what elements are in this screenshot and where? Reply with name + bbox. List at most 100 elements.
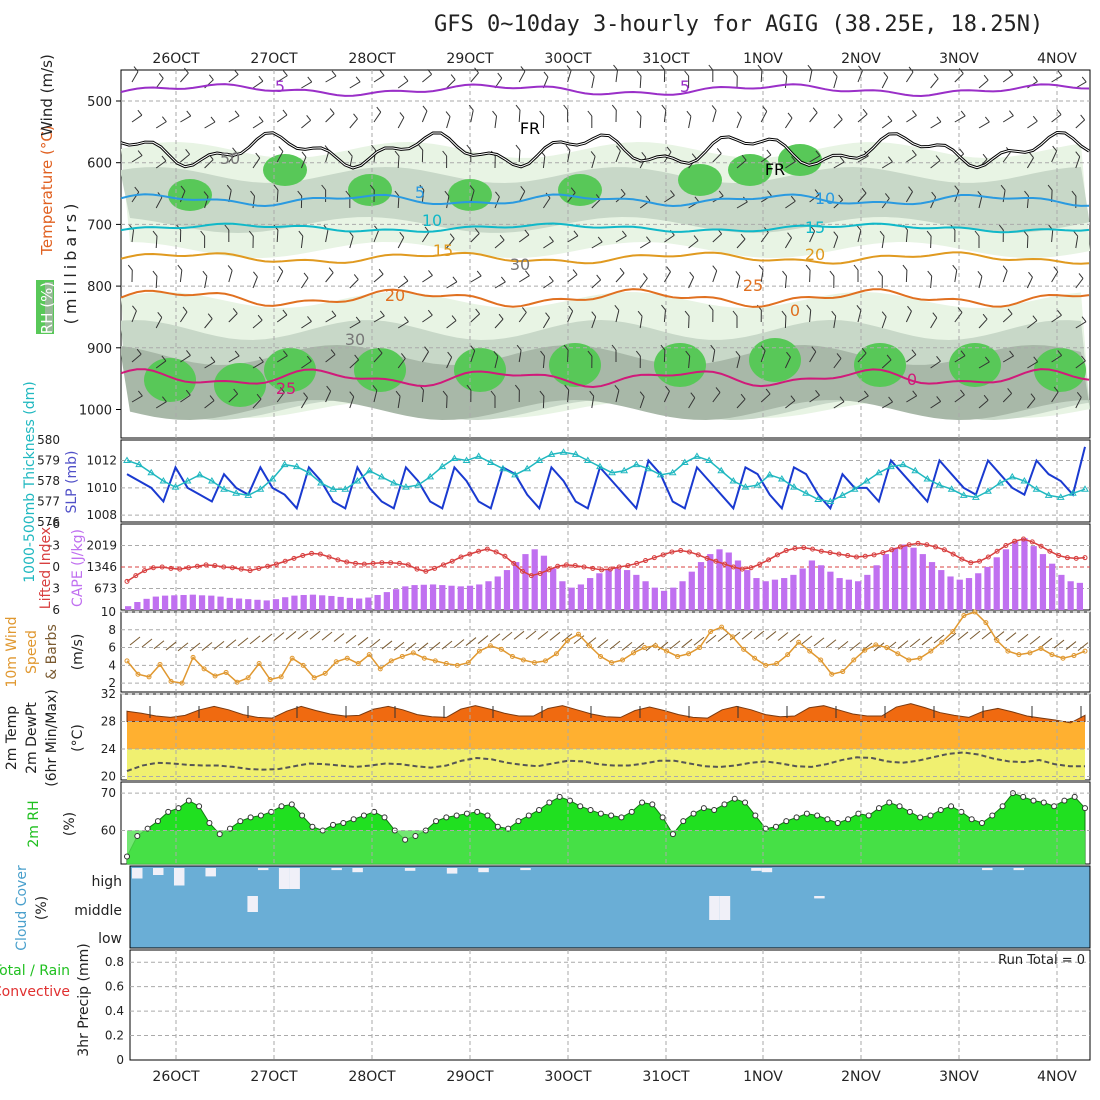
thickness-point (777, 474, 786, 482)
wind-label-2: Speed (24, 630, 40, 674)
wind-barb (373, 352, 383, 363)
wind-barb-flag (805, 264, 811, 271)
wind-barb (1051, 114, 1062, 123)
wind-barb-flag (278, 266, 284, 272)
wind-barb (155, 197, 163, 209)
wind-barb-flag (297, 190, 303, 197)
wind-barb-flag (646, 236, 651, 242)
surface-wind-barb (165, 641, 177, 651)
wind-barb-flag (908, 186, 913, 192)
wind-barb (1075, 156, 1081, 169)
isotherm-label: 15 (805, 218, 825, 237)
wind-barb (906, 154, 917, 163)
wind-barb-flag (307, 76, 313, 83)
rh2m-point (618, 814, 625, 821)
wind-speed-point (553, 651, 559, 657)
wind-barb (131, 230, 135, 243)
surface-wind-barb (945, 632, 957, 642)
lifted-index-point (291, 555, 297, 561)
isotherm-25 (120, 368, 1090, 388)
wind-barb (663, 390, 670, 403)
lifted-index-point (326, 554, 332, 560)
wind-barb-flag (590, 151, 596, 157)
lifted-index-point (968, 560, 974, 566)
wind-barb-flag (832, 71, 838, 77)
wind-barb-flag (883, 72, 889, 78)
top-date-label: 3NOV (939, 51, 979, 67)
wind-barb (664, 195, 675, 203)
thickness-point (1056, 493, 1065, 500)
thickness-point (208, 477, 216, 484)
rh2m-point (906, 808, 913, 815)
wind-barb (446, 238, 455, 249)
wind-speed-point (1027, 650, 1033, 656)
cape-bar (559, 581, 566, 610)
cape-bar (365, 597, 372, 610)
wind-barb (809, 155, 821, 163)
cloud-high-bar (331, 868, 342, 871)
wind-barb (809, 310, 812, 323)
thickness-point (317, 479, 325, 486)
wind-barb-flag (234, 110, 240, 117)
wind-barb (1002, 313, 1013, 323)
wind-barb (494, 116, 498, 129)
wind-barb (446, 79, 456, 89)
rh2m-point (639, 799, 646, 806)
wind-barb (615, 390, 620, 403)
surface-wind-barb (273, 632, 285, 641)
wind-barb (301, 321, 312, 329)
rh2m-point (834, 820, 841, 826)
wind-barb (978, 318, 988, 329)
lifted-index-point (265, 563, 271, 569)
wind-barb-flag (474, 228, 480, 234)
top-date-label: 1NOV (743, 51, 783, 67)
wind-barb-flag (740, 233, 746, 240)
temp-label-4: (°C) (70, 724, 86, 752)
rh2m-point (247, 814, 254, 821)
cape-tick-label: 2019 (86, 539, 117, 553)
wind-barb-flag (306, 355, 312, 362)
wind-barb-flag (468, 104, 474, 111)
wind-barb (131, 395, 143, 403)
wind-barb-flag (1009, 110, 1014, 116)
thickness-point (135, 460, 144, 468)
rh2m-point (742, 799, 749, 806)
surface-wind-barb (633, 642, 645, 652)
isotherm-label: 0 (790, 301, 800, 320)
rh2m-point (1040, 799, 1047, 806)
rh-legend-swatch-grey (45, 282, 53, 332)
wind-barb (494, 196, 500, 209)
lifted-index-point (959, 556, 965, 562)
wind-speed-point (631, 650, 637, 656)
cape-bar (762, 581, 769, 610)
cape-bars (125, 538, 1083, 610)
wind-barb (712, 153, 722, 163)
thickness-point (935, 481, 944, 488)
wind-barb-flag (331, 310, 337, 317)
thickness-point (705, 456, 713, 463)
wind-barb (204, 121, 216, 129)
lifted-index-point (379, 560, 385, 566)
wind-barb (881, 359, 892, 369)
thickness-point (814, 495, 823, 502)
wind-barb-flag (902, 264, 908, 271)
wind-barb (228, 115, 240, 123)
top-date-label: 4NOV (1037, 51, 1077, 67)
wind-speed-point (1049, 652, 1055, 658)
wind-barb (228, 393, 238, 403)
thickness-point (632, 460, 641, 468)
lifted-index-point (906, 542, 912, 548)
bottom-date-label: 4NOV (1037, 1069, 1077, 1085)
wind-barb-flag (395, 390, 401, 397)
wind-barb (809, 394, 820, 403)
wind-barb-flag (983, 394, 989, 401)
wind-barb (204, 318, 213, 329)
precip-tick-label: 0.6 (105, 980, 124, 994)
wind-barb-flag (960, 110, 966, 117)
cape-label: CAPE (J/kg) (70, 529, 86, 607)
wind-barb-flag (256, 393, 262, 400)
wind-barb-flag (329, 108, 335, 114)
wind-speed-point (884, 645, 890, 651)
rh2m-point (237, 818, 244, 825)
cape-bar (928, 562, 936, 610)
